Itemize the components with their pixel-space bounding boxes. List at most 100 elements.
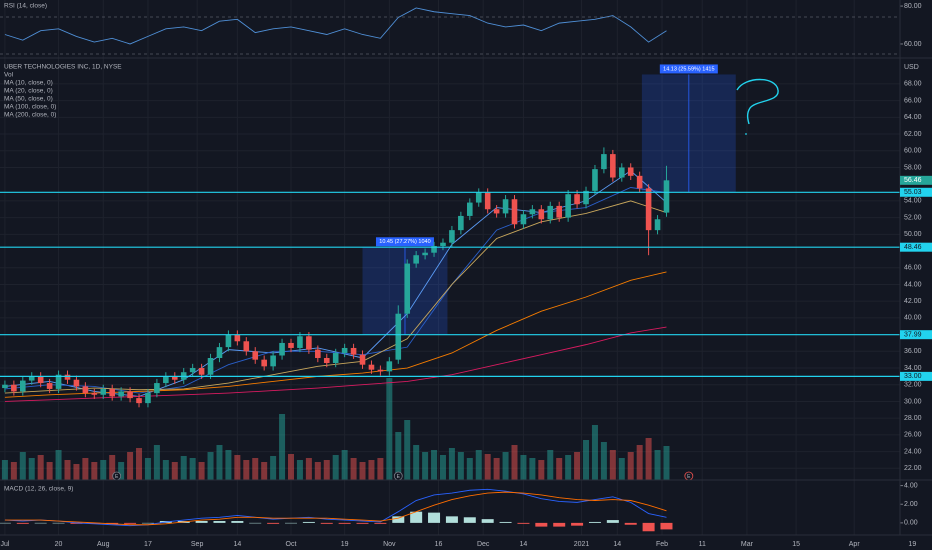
candle-body bbox=[458, 215, 464, 231]
candle-body bbox=[341, 347, 348, 353]
y-tick-label: 80.00 bbox=[904, 3, 922, 10]
legend-entry: MA (10, close, 0) bbox=[4, 80, 53, 87]
volume-bar bbox=[270, 456, 277, 480]
volume-bar bbox=[457, 452, 464, 480]
volume-bar bbox=[234, 455, 241, 480]
y-tick-label: 60.00 bbox=[904, 148, 922, 155]
volume-bar bbox=[19, 452, 26, 480]
candle-body bbox=[332, 352, 339, 364]
volume-bar bbox=[323, 460, 330, 480]
candle-body bbox=[145, 393, 151, 404]
candle-body bbox=[368, 364, 375, 370]
macd-hist-bar bbox=[535, 522, 548, 527]
macd-hist-bar bbox=[642, 522, 655, 532]
volume-bar bbox=[180, 456, 187, 480]
x-tick-label: Sep bbox=[191, 541, 204, 548]
candle-body bbox=[592, 169, 598, 191]
volume-bar bbox=[189, 458, 196, 480]
candle-body bbox=[261, 359, 267, 367]
x-tick-label: Nov bbox=[383, 541, 396, 548]
volume-bar bbox=[529, 458, 536, 480]
candle-body bbox=[189, 368, 196, 373]
macd-hist-bar bbox=[481, 519, 494, 523]
y-tick-label: 54.00 bbox=[904, 198, 922, 205]
macd-hist-bar bbox=[34, 522, 47, 524]
candle-body bbox=[413, 255, 419, 264]
volume-bar bbox=[627, 452, 634, 480]
y-tick-label: 64.00 bbox=[904, 114, 922, 121]
volume-bar bbox=[73, 464, 80, 480]
candle-body bbox=[440, 242, 446, 247]
candle-body bbox=[28, 376, 35, 381]
volume-bar bbox=[413, 445, 420, 480]
candle-body bbox=[323, 357, 330, 364]
y-tick-label: 42.00 bbox=[904, 298, 922, 305]
y-tick-label: 36.00 bbox=[904, 348, 922, 355]
volume-bar bbox=[404, 420, 411, 480]
rsi-line bbox=[4, 7, 667, 45]
volume-bar bbox=[591, 425, 598, 480]
x-tick-label: Feb bbox=[656, 541, 668, 548]
volume-bar bbox=[279, 414, 286, 480]
volume-bar bbox=[466, 458, 473, 480]
macd-hist-bar bbox=[624, 522, 637, 525]
macd-hist-bar bbox=[284, 522, 297, 524]
macd-hist-bar bbox=[338, 522, 351, 524]
volume-bar bbox=[556, 458, 563, 480]
measure-label: 10.45 (27.27%) 1040 bbox=[379, 239, 430, 245]
chart-title: UBER TECHNOLOGIES INC, 1D, NYSE bbox=[4, 64, 122, 71]
grid bbox=[0, 0, 903, 535]
macd-hist-bar bbox=[517, 522, 530, 524]
macd-hist-bar bbox=[16, 522, 29, 524]
volume-bar bbox=[448, 448, 455, 480]
volume-bar bbox=[198, 462, 205, 480]
volume-bar bbox=[511, 445, 518, 480]
candle-body bbox=[565, 194, 571, 218]
candle-body bbox=[82, 386, 89, 394]
volume-bar bbox=[493, 458, 500, 480]
volume-bar bbox=[109, 455, 116, 480]
y-tick-label: 24.00 bbox=[904, 448, 922, 455]
candle-body bbox=[154, 383, 160, 394]
volume-bar bbox=[1, 460, 8, 480]
volume-bar bbox=[663, 446, 670, 480]
macd-hist-bar bbox=[249, 522, 262, 524]
candle-body bbox=[216, 347, 223, 358]
level-label: 37.99 bbox=[904, 332, 922, 339]
volume-bar bbox=[574, 452, 581, 480]
hand-drawn-dot bbox=[745, 133, 747, 135]
legend-entry: MA (20, close, 0) bbox=[4, 88, 53, 95]
x-tick-label: Jul bbox=[0, 541, 9, 548]
y-tick-label: 0.00 bbox=[904, 520, 918, 527]
candle-body bbox=[654, 219, 661, 231]
macd-hist-bar bbox=[195, 521, 208, 523]
measure-label-bg bbox=[659, 64, 718, 74]
candle-body bbox=[315, 349, 321, 358]
candle-body bbox=[288, 342, 294, 348]
macd-hist-bar bbox=[88, 522, 101, 524]
volume-bar bbox=[207, 452, 214, 480]
macd-hist-bar bbox=[70, 522, 83, 524]
volume-bar bbox=[502, 452, 509, 480]
candle-body bbox=[109, 388, 115, 397]
volume-bar bbox=[136, 448, 143, 480]
volume-bar bbox=[386, 378, 393, 480]
signal-line bbox=[4, 491, 667, 526]
volume-bar bbox=[431, 450, 438, 480]
candle-body bbox=[118, 391, 124, 397]
candle-body bbox=[243, 341, 250, 352]
candle-body bbox=[583, 190, 589, 205]
volume-bar bbox=[305, 458, 312, 480]
level-label-bg bbox=[900, 330, 932, 340]
volume-bar bbox=[547, 450, 554, 480]
macd-hist-bar bbox=[606, 520, 619, 523]
macd-hist-bar bbox=[141, 522, 154, 524]
y-tick-label: 4.00 bbox=[904, 482, 918, 489]
volume-bar bbox=[484, 454, 491, 480]
volume-bar bbox=[609, 450, 616, 480]
candle-body bbox=[404, 263, 411, 314]
macd-hist-bar bbox=[571, 522, 584, 526]
candle-body bbox=[475, 192, 482, 203]
candle-body bbox=[171, 376, 178, 380]
candle-body bbox=[484, 192, 491, 210]
